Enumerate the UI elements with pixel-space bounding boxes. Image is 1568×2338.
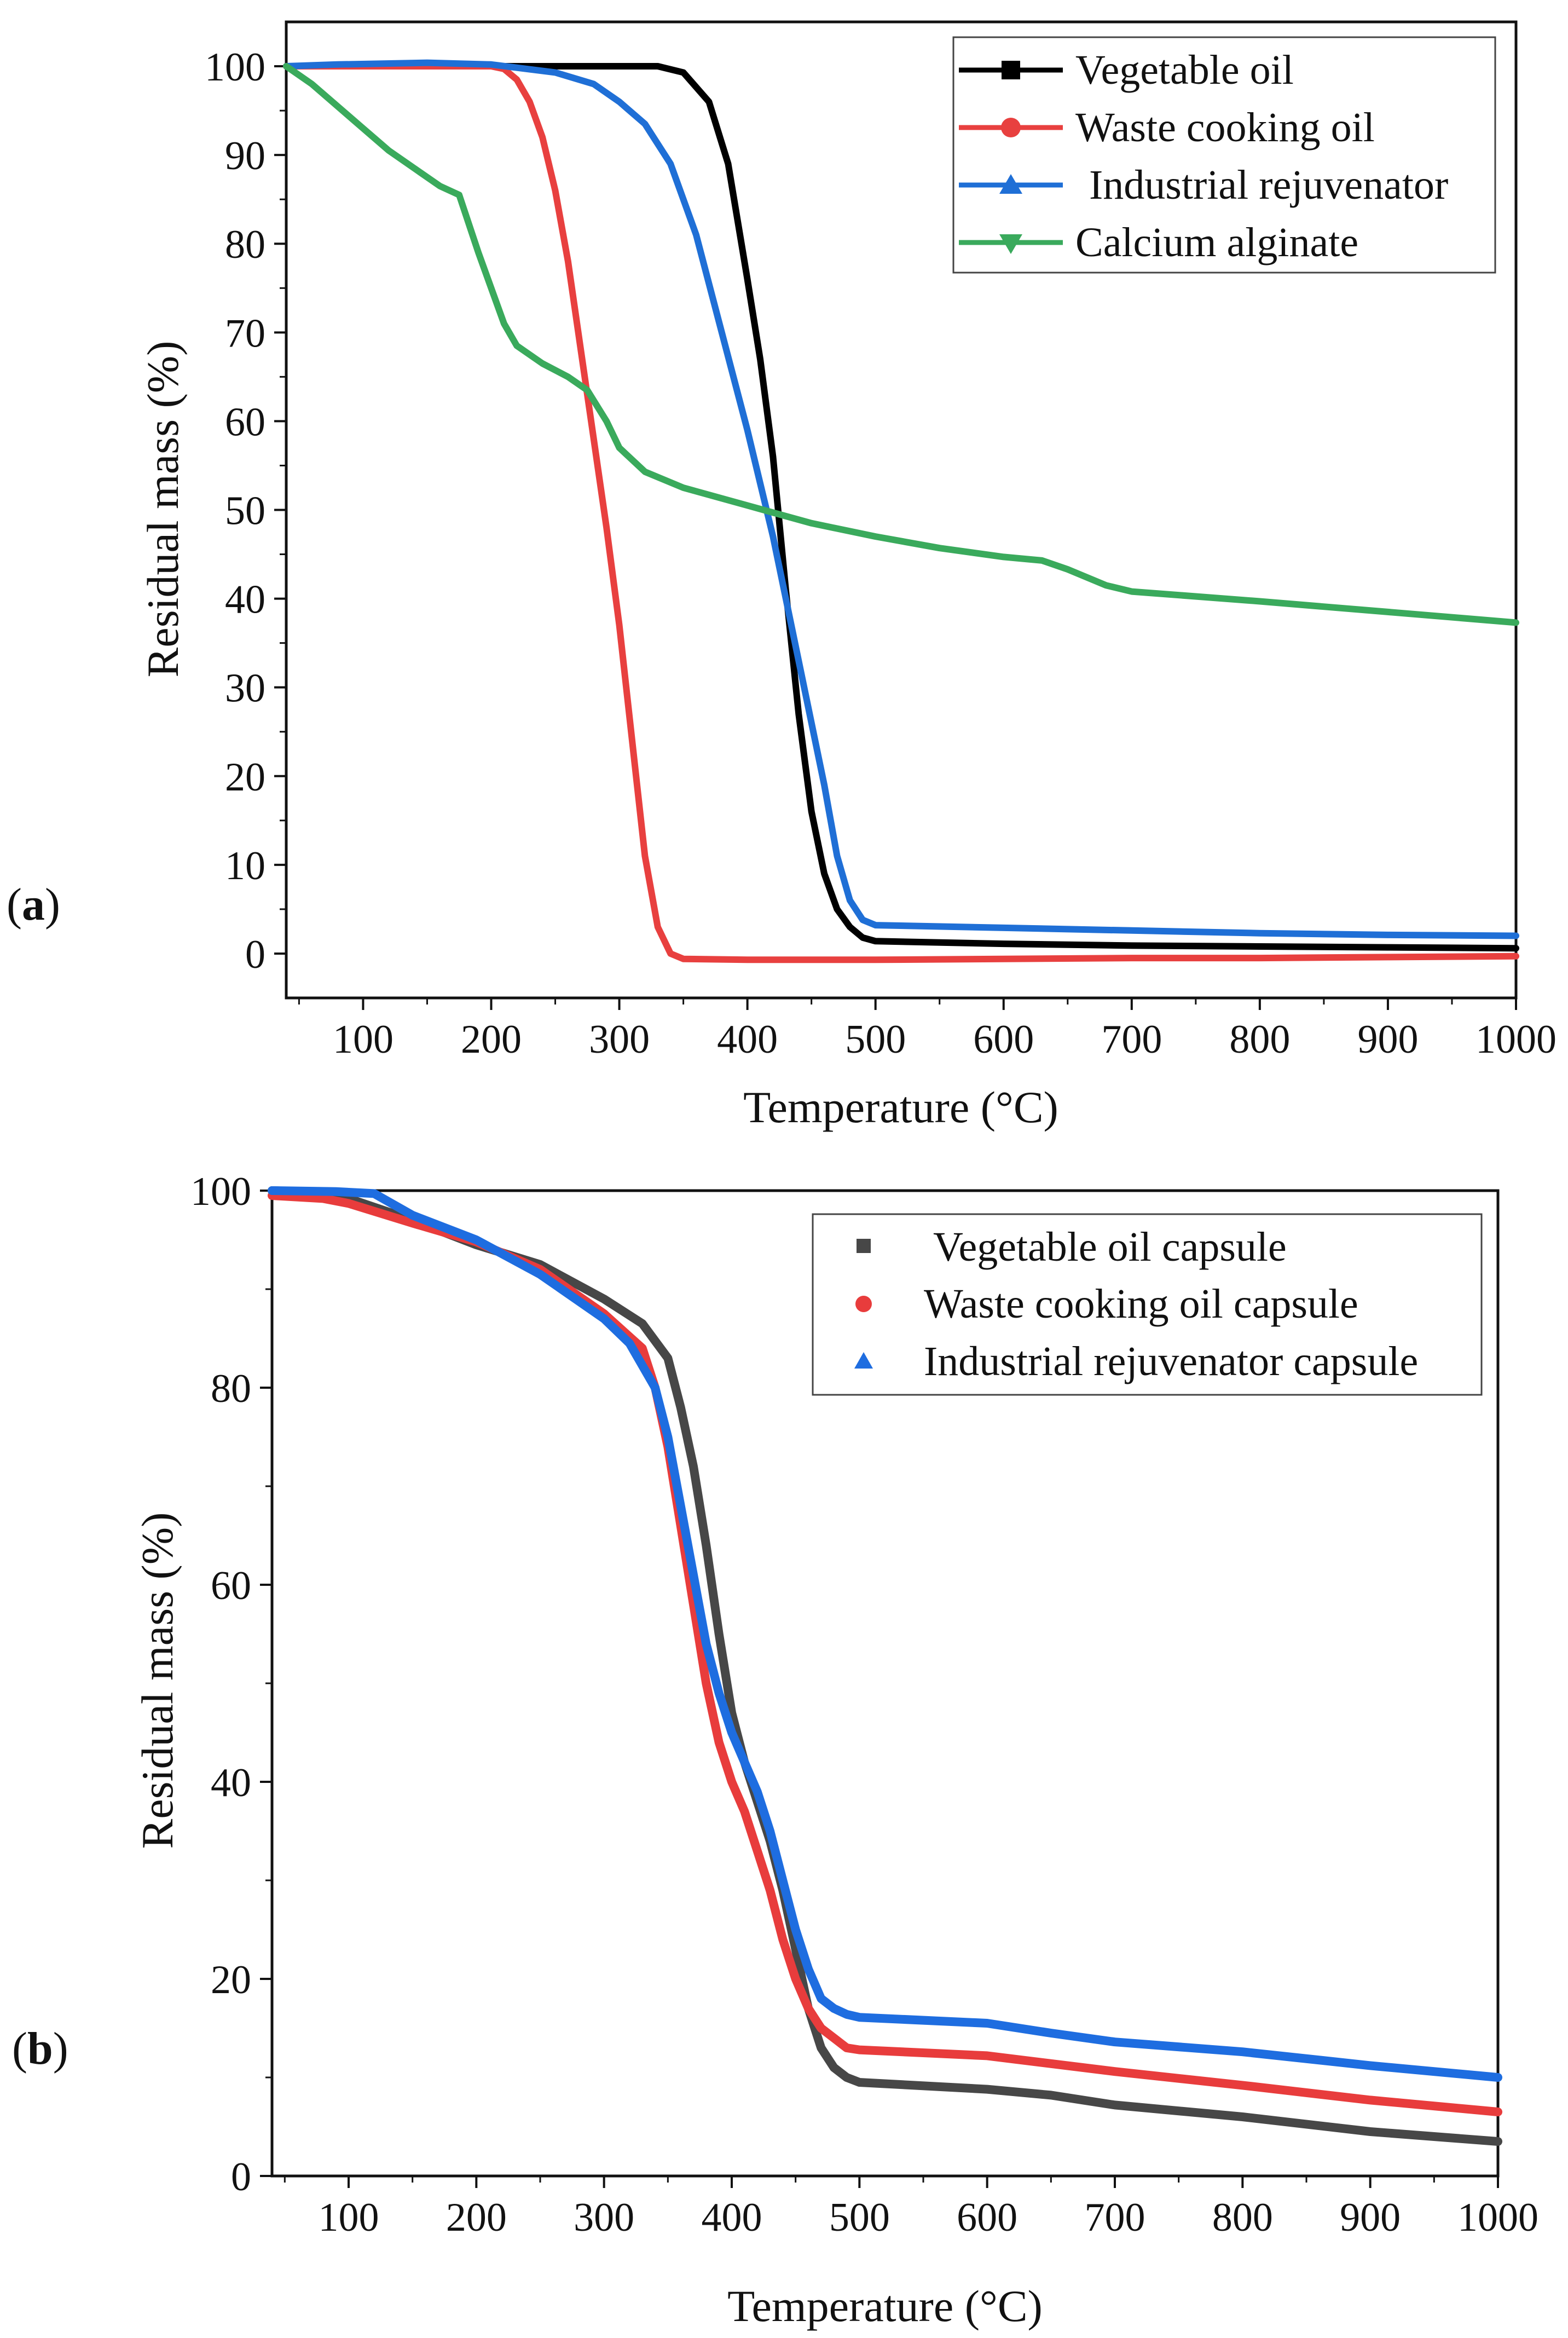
panel-a-ticks xyxy=(274,65,1517,1010)
legend-entry-industrial-rejuvenator-capsule: Industrial rejuvenator capsule xyxy=(854,1338,1418,1384)
x-tick-label: 200 xyxy=(461,1017,522,1062)
y-tick-label: 60 xyxy=(211,1563,251,1608)
legend-label-calcium-alginate: Calcium alginate xyxy=(1075,220,1358,265)
square-marker-icon xyxy=(1002,61,1020,79)
panel-b-legend-box xyxy=(812,1213,1483,1396)
x-tick-label: 500 xyxy=(845,1017,906,1062)
y-tick-label: 0 xyxy=(245,932,265,977)
y-tick-label: 80 xyxy=(211,1366,251,1411)
series-line-calcium-alginate xyxy=(283,63,1519,626)
y-tick-label: 30 xyxy=(225,666,265,711)
x-tick-label: 900 xyxy=(1357,1017,1418,1062)
y-tick-label: 60 xyxy=(225,400,265,444)
legend-label-waste-cooking-oil: Waste cooking oil xyxy=(1075,105,1375,151)
x-tick-label: 800 xyxy=(1229,1017,1290,1062)
y-tick-label: 70 xyxy=(225,311,265,356)
square-marker-icon xyxy=(857,1239,871,1253)
legend-entry-vegetable-oil-capsule: Vegetable oil capsule xyxy=(857,1224,1287,1270)
legend-entry-vegetable-oil: Vegetable oil xyxy=(959,47,1294,93)
legend-label-vegetable-oil-capsule: Vegetable oil capsule xyxy=(933,1224,1287,1270)
legend-label-waste-cooking-oil-capsule: Waste cooking oil capsule xyxy=(924,1281,1358,1327)
circle-marker-icon xyxy=(855,1296,872,1312)
panel-b-label: (b) xyxy=(12,2023,68,2074)
circle-marker-icon xyxy=(1001,118,1021,137)
panel-a-x-axis-label: Temperature (°C) xyxy=(743,1082,1058,1132)
panel-b-ticks xyxy=(260,1190,1499,2188)
panel-b: 100 200 300 400 500 600 700 800 900 1000 0 20 40 60 8… xyxy=(12,1169,1538,2331)
panel-b-y-axis-label: Residual mass (%) xyxy=(132,1513,182,1849)
x-tick-label: 300 xyxy=(574,2195,634,2240)
x-tick-label: 700 xyxy=(1085,2195,1145,2240)
legend-label-industrial-rejuvenator: Industrial rejuvenator xyxy=(1089,162,1448,208)
legend-entry-industrial-rejuvenator: Industrial rejuvenator xyxy=(959,162,1448,208)
y-tick-label: 20 xyxy=(211,1958,251,2002)
panel-a-legend: Vegetable oil Waste cooking oil Industri… xyxy=(952,36,1496,274)
panel-a-x-tick-labels: 100 200 300 400 500 600 700 800 900 1000 xyxy=(333,1017,1557,1062)
panel-b-series xyxy=(268,1186,1502,2146)
x-tick-label: 1000 xyxy=(1476,1017,1557,1062)
y-tick-label: 40 xyxy=(225,578,265,622)
x-tick-label: 900 xyxy=(1340,2195,1401,2240)
x-tick-label: 100 xyxy=(319,2195,379,2240)
legend-label-industrial-rejuvenator-capsule: Industrial rejuvenator capsule xyxy=(924,1338,1418,1384)
triangle-up-marker-icon xyxy=(854,1352,873,1369)
panel-a-label: (a) xyxy=(7,879,60,930)
y-tick-label: 0 xyxy=(231,2155,251,2200)
y-tick-label: 100 xyxy=(205,45,265,90)
y-tick-label: 100 xyxy=(190,1169,251,1214)
panel-a-y-tick-labels: 0 10 20 30 40 50 60 70 80 90 100 xyxy=(205,45,265,977)
panel-b-legend: Vegetable oil capsule Waste cooking oil … xyxy=(812,1213,1483,1396)
x-tick-label: 700 xyxy=(1101,1017,1162,1062)
y-tick-label: 20 xyxy=(225,755,265,800)
x-tick-label: 400 xyxy=(702,2195,762,2240)
legend-label-vegetable-oil: Vegetable oil xyxy=(1075,47,1294,93)
legend-entry-waste-cooking-oil: Waste cooking oil xyxy=(959,105,1375,151)
y-tick-label: 10 xyxy=(225,844,265,888)
x-tick-label: 800 xyxy=(1212,2195,1273,2240)
y-tick-label: 90 xyxy=(225,134,265,178)
y-tick-label: 40 xyxy=(211,1760,251,1805)
x-tick-label: 100 xyxy=(333,1017,394,1062)
panel-a-series xyxy=(283,59,1519,963)
panel-b-x-axis-label: Temperature (°C) xyxy=(727,2281,1043,2331)
x-tick-label: 600 xyxy=(973,1017,1034,1062)
series-line-waste-cooking-oil xyxy=(283,63,1519,963)
panel-b-y-tick-labels: 0 20 40 60 80 100 xyxy=(190,1169,251,2200)
panel-a-legend-box xyxy=(952,36,1496,274)
series-line-industrial-rejuvenator-capsule xyxy=(268,1186,1502,2082)
triangle-up-marker-icon xyxy=(999,174,1022,194)
x-tick-label: 300 xyxy=(589,1017,650,1062)
x-tick-label: 400 xyxy=(717,1017,778,1062)
series-line-vegetable-oil xyxy=(283,63,1519,952)
legend-entry-calcium-alginate: Calcium alginate xyxy=(959,220,1358,265)
triangle-down-marker-icon xyxy=(999,234,1022,254)
legend-entry-waste-cooking-oil-capsule: Waste cooking oil capsule xyxy=(855,1281,1358,1327)
y-tick-label: 50 xyxy=(225,489,265,534)
panel-a: 100 200 300 400 500 600 700 800 900 1000 0 10 20 30 4… xyxy=(7,20,1557,1132)
x-tick-label: 500 xyxy=(829,2195,890,2240)
x-tick-label: 600 xyxy=(957,2195,1017,2240)
series-line-industrial-rejuvenator xyxy=(283,59,1519,939)
x-tick-label: 1000 xyxy=(1457,2195,1538,2240)
y-tick-label: 80 xyxy=(225,222,265,267)
panel-a-y-axis-label: Residual mass (%) xyxy=(138,341,188,678)
x-tick-label: 200 xyxy=(446,2195,507,2240)
panel-b-x-tick-labels: 100 200 300 400 500 600 700 800 900 1000 xyxy=(319,2195,1539,2240)
